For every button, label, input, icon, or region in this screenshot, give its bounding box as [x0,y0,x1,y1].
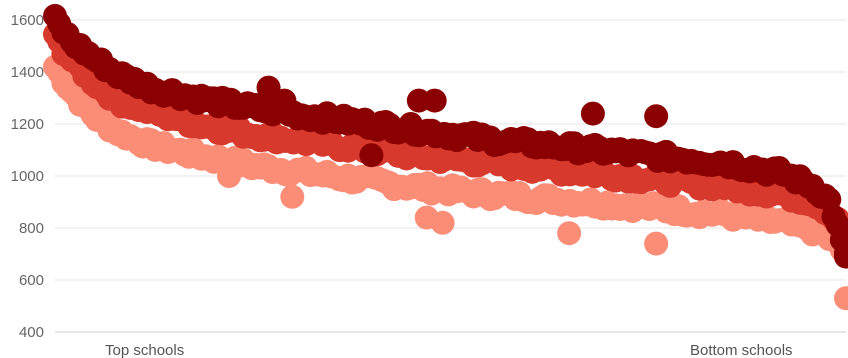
y-tick-label: 1600 [11,12,44,29]
y-axis: 400 600 800 1000 1200 1400 1600 [11,12,44,341]
chart-marks [43,3,848,311]
outlier-point [256,75,281,100]
outlier-point [644,104,669,129]
outlier-point [217,164,242,188]
outlier-point [422,88,447,113]
series-1 [43,22,848,246]
series-0 [43,54,848,311]
y-tick-label: 1400 [11,64,44,81]
x-axis: Top schools Bottom schools [105,342,793,358]
x-label-right: Bottom schools [690,342,793,358]
y-tick-label: 1200 [11,116,44,133]
outlier-point [272,88,297,113]
outlier-point [430,210,455,235]
outlier-point [580,101,605,126]
outlier-point [834,244,848,269]
outlier-point [359,143,384,168]
y-tick-label: 800 [19,220,44,237]
series-2 [43,3,848,269]
x-label-left: Top schools [105,342,184,358]
y-tick-label: 600 [19,272,44,289]
y-tick-label: 1000 [11,168,44,185]
outlier-point [834,286,848,311]
outlier-point [644,231,669,256]
outlier-point [280,184,305,209]
y-tick-label: 400 [19,324,44,341]
outlier-point [557,221,582,246]
